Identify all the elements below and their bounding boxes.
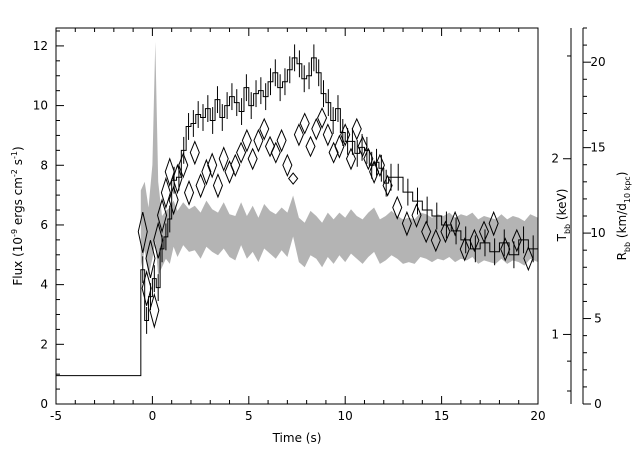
y-radius-tick-label: 5 xyxy=(594,312,602,326)
temperature-point xyxy=(421,220,432,244)
temperature-point xyxy=(149,292,160,329)
temperature-point xyxy=(328,141,339,164)
plot-border xyxy=(55,27,539,405)
temperature-point xyxy=(236,141,247,164)
x-axis-label: Time (s) xyxy=(272,431,322,445)
temperature-point xyxy=(183,179,195,206)
y-left-tick-label: 8 xyxy=(40,158,48,172)
temperature-point xyxy=(351,117,362,141)
temperature-point xyxy=(195,173,206,199)
y-temp-tick-label: 2 xyxy=(551,152,559,166)
temperature-point xyxy=(411,203,422,228)
temperature-point xyxy=(401,210,412,237)
temperature-point xyxy=(264,135,276,158)
temperature-point xyxy=(207,152,218,179)
temperature-point xyxy=(153,221,164,259)
temperature-point xyxy=(317,107,328,129)
y-temp-axis-label: Tbb (keV) xyxy=(555,189,572,243)
temperature-point xyxy=(459,237,470,262)
x-tick-label: 20 xyxy=(530,409,545,423)
temperature-point xyxy=(160,176,171,210)
y-left-axis-label: Flux (10-9 ergs cm-2 s-1) xyxy=(10,146,25,285)
y-left-tick-label: 6 xyxy=(40,218,48,232)
temperature-point xyxy=(178,152,189,179)
temperature-point xyxy=(259,117,270,141)
temperature-point xyxy=(299,112,310,135)
temperature-point xyxy=(311,117,322,141)
y-radius-tick-label: 15 xyxy=(590,141,605,155)
temperature-point xyxy=(523,246,534,272)
temperature-point xyxy=(276,128,287,153)
temperature-point xyxy=(137,212,148,253)
temperature-point xyxy=(305,135,316,158)
y-radius-axis-label: Rbb (km/d10 kpc) xyxy=(615,172,632,261)
y-radius-tick-label: 10 xyxy=(590,226,605,240)
y-left-tick-label: 4 xyxy=(40,278,48,292)
temperature-point xyxy=(141,269,152,306)
temperature-point xyxy=(450,210,461,237)
temperature-point xyxy=(212,173,223,199)
y-left-tick-label: 2 xyxy=(40,337,48,351)
temperature-point xyxy=(345,147,357,171)
temperature-point xyxy=(253,128,264,153)
temperature-point xyxy=(230,153,241,178)
temperature-point xyxy=(340,123,351,147)
y-temp-tick-label: 1 xyxy=(551,327,559,341)
y-left-tick-label: 0 xyxy=(40,397,48,411)
y-left-tick-label: 12 xyxy=(33,39,48,53)
temperature-point xyxy=(145,240,156,278)
temperature-point xyxy=(500,237,511,262)
temperature-point xyxy=(157,198,168,234)
temperature-point xyxy=(322,123,333,147)
x-tick-label: 10 xyxy=(338,409,353,423)
temperature-point xyxy=(488,210,499,237)
x-tick-label: 5 xyxy=(245,409,253,423)
temperature-point xyxy=(293,123,304,147)
temperature-point xyxy=(270,141,281,164)
temperature-point xyxy=(164,157,175,188)
x-tick-label: -5 xyxy=(50,409,62,423)
temperature-point xyxy=(189,140,200,166)
y-left-tick-label: 10 xyxy=(33,99,48,113)
x-tick-label: 15 xyxy=(434,409,449,423)
temperature-point xyxy=(241,128,252,153)
plot-frame xyxy=(55,27,584,405)
temperature-point xyxy=(287,172,299,185)
temperature-point xyxy=(469,228,480,253)
temperature-point xyxy=(440,220,451,244)
flux-histogram-layer xyxy=(56,44,538,377)
temperature-point xyxy=(282,153,293,178)
y-radius-tick-label: 20 xyxy=(590,55,605,69)
temperature-point xyxy=(168,185,179,216)
temperature-point xyxy=(392,195,403,220)
temperature-point xyxy=(201,158,212,186)
temperature-point xyxy=(511,228,522,253)
temperature-point xyxy=(478,220,490,244)
temperature-point xyxy=(247,147,258,171)
radius-band-layer xyxy=(140,41,539,276)
x-tick-label: 0 xyxy=(149,409,157,423)
temperature-point xyxy=(430,228,441,253)
y-radius-tick-label: 0 xyxy=(594,397,602,411)
temperature-point xyxy=(218,146,229,172)
radius-band xyxy=(140,41,539,276)
